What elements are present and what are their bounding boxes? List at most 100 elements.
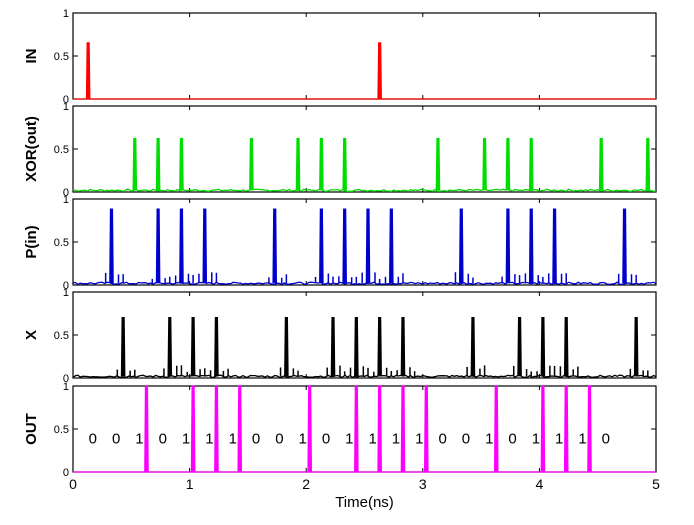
y-tick-label: 0.5 bbox=[54, 424, 69, 436]
pulse bbox=[295, 137, 301, 191]
pulse bbox=[190, 385, 196, 473]
pulse bbox=[155, 137, 161, 191]
pulse bbox=[505, 208, 511, 284]
pulse bbox=[307, 385, 312, 473]
bit-label: 0 bbox=[438, 431, 446, 448]
pulse bbox=[202, 208, 208, 284]
pulse bbox=[179, 137, 184, 191]
bit-label: 0 bbox=[275, 431, 283, 448]
pulse bbox=[377, 317, 382, 377]
bit-label: 0 bbox=[508, 431, 516, 448]
bit-label: 1 bbox=[345, 431, 353, 448]
pulse bbox=[167, 317, 173, 377]
pulse bbox=[563, 317, 569, 377]
y-tick-label: 0 bbox=[63, 187, 69, 199]
baseline-trace bbox=[72, 281, 657, 286]
bit-label: 1 bbox=[368, 431, 376, 448]
pulse bbox=[330, 317, 336, 377]
pulse bbox=[645, 137, 651, 191]
pulse bbox=[354, 317, 359, 377]
bit-label: 1 bbox=[299, 431, 307, 448]
bit-label: 0 bbox=[112, 431, 120, 448]
pulse bbox=[342, 137, 347, 191]
y-tick-label: 1 bbox=[63, 194, 69, 206]
pulse bbox=[400, 385, 406, 473]
panel-0: 0 0.5 1 IN bbox=[23, 8, 657, 106]
pulse bbox=[540, 385, 546, 473]
panel-1: 0 0.5 1 XOR(out) bbox=[23, 101, 657, 199]
pulse bbox=[144, 385, 149, 473]
x-tick-label: 1 bbox=[186, 476, 194, 492]
pulse bbox=[377, 385, 382, 473]
bit-label: 1 bbox=[555, 431, 563, 448]
pulse bbox=[85, 42, 91, 100]
pulse bbox=[272, 208, 278, 284]
bit-label: 1 bbox=[205, 431, 213, 448]
bit-label: 1 bbox=[578, 431, 586, 448]
bit-label: 1 bbox=[485, 431, 493, 448]
y-tick-label: 1 bbox=[63, 8, 69, 20]
panel-3: 0 0.5 1 X bbox=[23, 287, 657, 385]
pulse bbox=[528, 208, 534, 284]
pulse bbox=[132, 137, 138, 191]
pulse bbox=[342, 208, 347, 284]
bit-label: 1 bbox=[229, 431, 237, 448]
pulse bbox=[377, 42, 382, 100]
x-tick-label: 4 bbox=[536, 476, 544, 492]
x-tick-label: 0 bbox=[69, 476, 77, 492]
bit-label: 1 bbox=[415, 431, 423, 448]
pulse bbox=[249, 137, 254, 191]
y-tick-label: 0 bbox=[63, 373, 69, 385]
pulse bbox=[517, 317, 522, 377]
pulse bbox=[482, 137, 487, 191]
x-tick-label: 2 bbox=[302, 476, 310, 492]
pulse bbox=[155, 208, 161, 284]
pulse bbox=[540, 317, 546, 377]
pulse bbox=[598, 137, 604, 191]
pulse bbox=[389, 208, 394, 284]
y-tick-label: 0.5 bbox=[54, 330, 69, 342]
bit-label: 1 bbox=[392, 431, 400, 448]
panel-frame bbox=[72, 198, 657, 286]
y-tick-label: 0 bbox=[63, 94, 69, 106]
panel-2: 0 0.5 1 P(in) bbox=[23, 194, 657, 292]
pulse bbox=[587, 385, 592, 473]
pulse bbox=[237, 385, 243, 473]
x-tick-label: 3 bbox=[419, 476, 427, 492]
bit-label: 1 bbox=[135, 431, 143, 448]
bit-label: 0 bbox=[159, 431, 167, 448]
pulse bbox=[214, 317, 219, 377]
pulse bbox=[319, 208, 324, 284]
pulse bbox=[435, 137, 441, 191]
pulse bbox=[552, 208, 557, 284]
pulse bbox=[622, 208, 627, 284]
pulse bbox=[214, 385, 219, 473]
pulse bbox=[400, 317, 406, 377]
y-tick-label: 1 bbox=[63, 287, 69, 299]
baseline-trace bbox=[72, 374, 657, 379]
pulse bbox=[423, 385, 429, 473]
pulse bbox=[505, 137, 511, 191]
y-axis-label: OUT bbox=[23, 413, 40, 445]
x-axis-label: Time(ns) bbox=[335, 494, 394, 511]
y-tick-label: 1 bbox=[63, 381, 69, 393]
pulse bbox=[528, 137, 534, 191]
pulse bbox=[470, 317, 476, 377]
panel-frame bbox=[72, 291, 657, 379]
bit-label: 1 bbox=[182, 431, 190, 448]
y-tick-label: 0.5 bbox=[54, 51, 69, 63]
pulse bbox=[493, 385, 499, 473]
pulse bbox=[120, 317, 126, 377]
y-axis-label: P(in) bbox=[23, 225, 40, 258]
x-tick-label: 5 bbox=[652, 476, 660, 492]
pulse bbox=[284, 317, 289, 377]
pulse bbox=[190, 317, 196, 377]
panel-frame bbox=[72, 12, 657, 100]
y-tick-label: 0.5 bbox=[54, 144, 69, 156]
pulse bbox=[458, 208, 464, 284]
bit-label: 0 bbox=[89, 431, 97, 448]
baseline-trace bbox=[72, 188, 657, 193]
bit-label: 0 bbox=[602, 431, 610, 448]
